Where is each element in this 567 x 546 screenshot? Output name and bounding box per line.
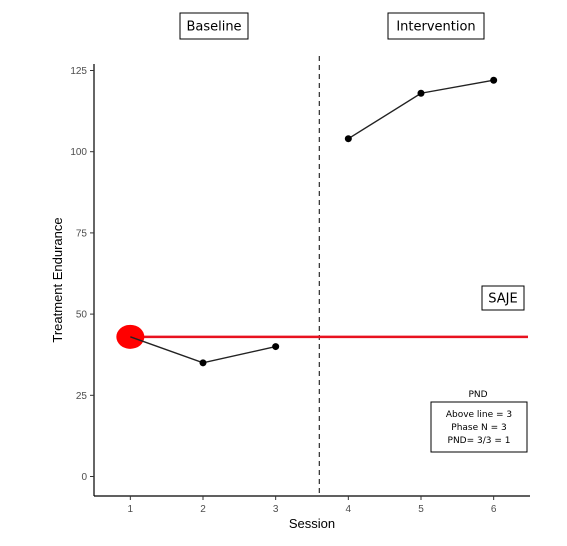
pnd-line: PND= 3/3 = 1 [448, 436, 511, 446]
phase-label-intervention: Intervention [387, 12, 485, 40]
y-tick-label: 50 [76, 310, 88, 321]
y-tick-label: 100 [70, 147, 87, 158]
x-tick-label: 2 [200, 504, 206, 515]
case-label-text: SAJE [488, 292, 517, 307]
data-point [272, 343, 280, 351]
series-line-intervention [347, 79, 494, 140]
x-tick-label: 5 [418, 504, 424, 515]
data-point [417, 89, 425, 97]
y-tick-label: 75 [76, 228, 88, 239]
x-tick-label: 3 [273, 504, 279, 515]
marks [116, 56, 528, 496]
y-tick-label: 25 [76, 391, 88, 402]
case-label-box [481, 285, 525, 311]
x-tick-label: 1 [128, 504, 134, 515]
data-point [344, 135, 352, 143]
y-tick-label: 125 [70, 66, 87, 77]
pnd-line: Above line = 3 [446, 410, 512, 420]
x-tick-label: 4 [346, 504, 352, 515]
y-tick-label: 0 [81, 472, 87, 483]
phase-label-baseline-text: Baseline [186, 20, 241, 35]
phase-label-baseline: Baseline [179, 12, 249, 40]
data-point [490, 76, 498, 84]
axes: 0 25 50 75 100 125 1 2 3 4 5 6 [70, 64, 530, 515]
x-tick-label: 6 [491, 504, 497, 515]
phase-label-intervention-text: Intervention [396, 20, 475, 35]
series-line-baseline [130, 336, 276, 364]
phase-label-intervention-box [387, 12, 485, 40]
labels: Session Treatment Endurance Baseline Interv… [50, 12, 528, 531]
pnd-box [430, 401, 528, 453]
case-label: SAJE [481, 285, 525, 311]
phase-label-baseline-box [179, 12, 249, 40]
pnd-line: Phase N = 3 [451, 423, 506, 433]
y-axis-title: Treatment Endurance [50, 217, 65, 342]
data-point [199, 359, 207, 367]
x-axis-title: Session [289, 516, 335, 531]
pnd-title: PND [468, 390, 487, 400]
